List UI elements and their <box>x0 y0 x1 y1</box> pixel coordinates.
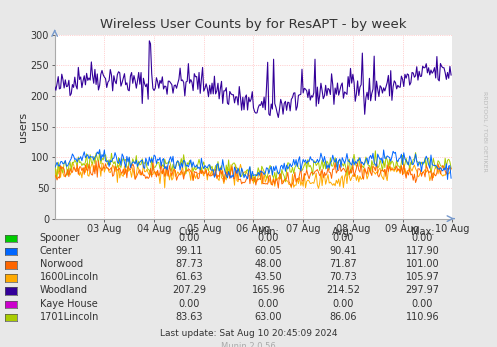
Text: 83.63: 83.63 <box>175 312 203 322</box>
Text: Kaye House: Kaye House <box>40 299 97 308</box>
Text: 90.41: 90.41 <box>329 246 357 256</box>
Text: 63.00: 63.00 <box>254 312 282 322</box>
Text: 117.90: 117.90 <box>406 246 439 256</box>
Text: 99.11: 99.11 <box>175 246 203 256</box>
Text: Munin 2.0.56: Munin 2.0.56 <box>221 342 276 347</box>
Text: Last update: Sat Aug 10 20:45:09 2024: Last update: Sat Aug 10 20:45:09 2024 <box>160 329 337 338</box>
Text: 0.00: 0.00 <box>332 299 354 308</box>
Text: 43.50: 43.50 <box>254 272 282 282</box>
Text: 87.73: 87.73 <box>175 259 203 269</box>
Text: 0.00: 0.00 <box>178 299 200 308</box>
Text: 0.00: 0.00 <box>257 299 279 308</box>
Text: 105.97: 105.97 <box>406 272 439 282</box>
Title: Wireless User Counts by for ResAPT - by week: Wireless User Counts by for ResAPT - by … <box>100 18 407 31</box>
Text: Cur:: Cur: <box>179 227 199 237</box>
Text: 71.87: 71.87 <box>329 259 357 269</box>
Text: 0.00: 0.00 <box>332 233 354 243</box>
Text: 165.96: 165.96 <box>251 286 285 295</box>
Text: 297.97: 297.97 <box>406 286 439 295</box>
Text: Center: Center <box>40 246 73 256</box>
Text: 1600Lincoln: 1600Lincoln <box>40 272 99 282</box>
Text: RRDTOOL / TOBI OETIKER: RRDTOOL / TOBI OETIKER <box>482 92 487 172</box>
Text: 110.96: 110.96 <box>406 312 439 322</box>
Text: 0.00: 0.00 <box>412 233 433 243</box>
Text: 86.06: 86.06 <box>329 312 357 322</box>
Text: 60.05: 60.05 <box>254 246 282 256</box>
Text: Woodland: Woodland <box>40 286 88 295</box>
Text: 0.00: 0.00 <box>178 233 200 243</box>
Text: 61.63: 61.63 <box>175 272 203 282</box>
Text: 0.00: 0.00 <box>257 233 279 243</box>
Text: Spooner: Spooner <box>40 233 80 243</box>
Text: Min:: Min: <box>258 227 279 237</box>
Text: 214.52: 214.52 <box>326 286 360 295</box>
Y-axis label: users: users <box>18 112 28 142</box>
Text: Max:: Max: <box>411 227 434 237</box>
Text: Norwood: Norwood <box>40 259 83 269</box>
Text: 48.00: 48.00 <box>254 259 282 269</box>
Text: Avg:: Avg: <box>332 227 353 237</box>
Text: 1701Lincoln: 1701Lincoln <box>40 312 99 322</box>
Text: 0.00: 0.00 <box>412 299 433 308</box>
Text: 70.73: 70.73 <box>329 272 357 282</box>
Text: 101.00: 101.00 <box>406 259 439 269</box>
Text: 207.29: 207.29 <box>172 286 206 295</box>
